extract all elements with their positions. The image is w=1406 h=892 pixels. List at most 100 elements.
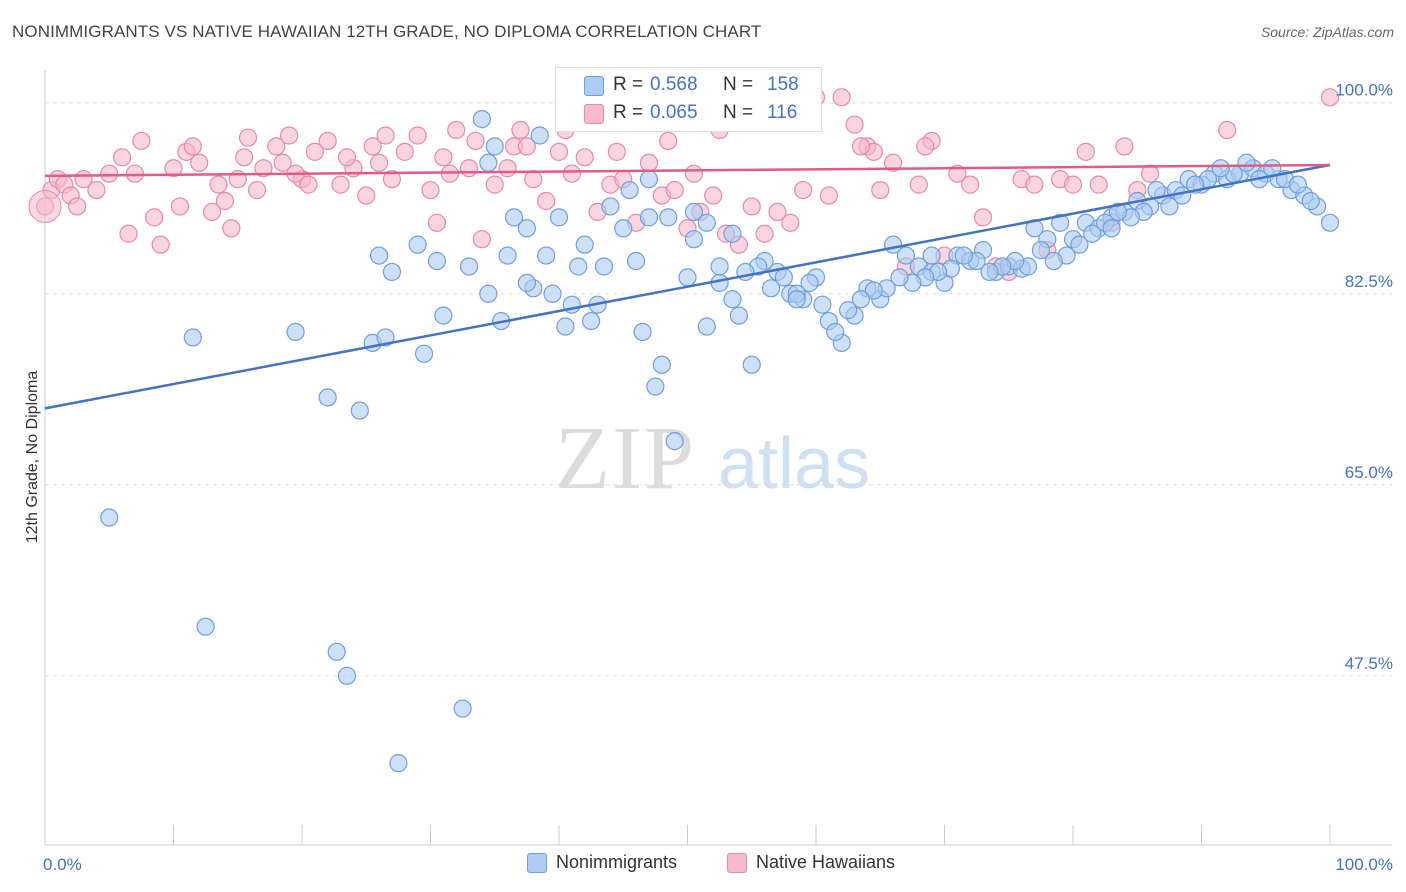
native-hawaiians-point (704, 186, 723, 205)
native-hawaiians-point (781, 213, 800, 232)
nonimmigrants-point (646, 377, 665, 396)
native-hawaiians-point (768, 202, 787, 222)
nonimmigrants-point (723, 290, 742, 309)
native-hawaiians-point (961, 175, 980, 194)
nonimmigrants-point (896, 246, 916, 265)
nonimmigrants-point (543, 284, 562, 303)
nonimmigrants-point (1051, 213, 1070, 232)
correlation-legend: R = 0.568 N = 158 R = 0.065 N = 116 (555, 67, 822, 132)
y-tick-labels: 47.5% 65.0% 82.5% 100.0% (1335, 81, 1393, 673)
y-tick-label: 65.0% (1345, 463, 1393, 482)
native-hawaiians-trend-line (44, 163, 1331, 178)
native-hawaiians-point (1076, 142, 1095, 161)
native-hawaiians-point (100, 164, 119, 183)
nonimmigrants-point (954, 246, 973, 265)
nonimmigrants-point (639, 208, 659, 227)
native-hawaiians-point (318, 131, 337, 151)
native-hawaiians-point (607, 142, 626, 161)
nonimmigrants-point (1070, 235, 1089, 254)
nonimmigrants-point (196, 617, 215, 636)
nonimmigrants-point (530, 126, 549, 145)
legend-swatch-native-hawaiians (584, 104, 604, 124)
nonimmigrants-point (723, 224, 742, 243)
native-hawaiians-point (871, 180, 890, 200)
nonimmigrants-point (434, 306, 453, 325)
nonimmigrants-point (652, 355, 671, 374)
nonimmigrants-point (697, 317, 716, 336)
nonimmigrants-point (414, 344, 434, 363)
native-hawaiians-point (575, 148, 594, 167)
native-hawaiians-point (472, 230, 491, 249)
native-hawaiians-point (1063, 175, 1083, 194)
nonimmigrants-point (472, 110, 491, 129)
nonimmigrants-point (318, 388, 337, 407)
native-hawaiians-point (164, 159, 183, 178)
native-hawaiians-point (215, 191, 234, 211)
native-hawaiians-point (254, 159, 273, 178)
native-hawaiians-point (851, 137, 871, 156)
nonimmigrants-point (678, 268, 697, 287)
nonimmigrants-point (1108, 202, 1128, 222)
x-tick-label-max: 100.0% (1335, 855, 1393, 874)
native-hawaiians-point (132, 131, 151, 151)
nonimmigrants-point (839, 301, 858, 320)
native-hawaiians-point (267, 137, 286, 156)
native-hawaiians-point (485, 175, 504, 194)
watermark-atlas: atlas (718, 424, 870, 504)
native-hawaiians-point (916, 137, 935, 156)
axes (44, 70, 1392, 846)
nonimmigrants-point (389, 754, 408, 773)
nonimmigrants-point (729, 306, 749, 325)
nonimmigrants-point (517, 219, 536, 238)
nonimmigrants-point (556, 317, 575, 336)
native-hawaiians-point (1218, 120, 1237, 140)
native-hawaiians-point (273, 153, 292, 172)
native-hawaiians-point (819, 186, 838, 205)
nonimmigrants-point (614, 219, 633, 238)
x-tick-label-min: 0.0% (43, 855, 82, 874)
nonimmigrants-point (1102, 219, 1121, 238)
nonimmigrants-point (1160, 197, 1179, 216)
nonimmigrants-point (659, 208, 678, 227)
bottom-legend-swatch-native-hawaiians (727, 853, 747, 873)
native-hawaiians-point (421, 180, 440, 200)
legend-r-label: R = (613, 74, 644, 95)
nonimmigrants-point (684, 230, 704, 249)
nonimmigrants-point (665, 432, 684, 451)
y-axis-label: 12th Grade, No Diploma (24, 371, 41, 544)
native-hawaiians-point (973, 208, 993, 227)
nonimmigrants-point (427, 251, 447, 271)
nonimmigrants-point (479, 153, 498, 172)
grid-lines (45, 102, 1392, 677)
native-hawaiians-point (376, 126, 395, 145)
nonimmigrants-point (575, 235, 594, 254)
native-hawaiians-point (845, 115, 864, 134)
nonimmigrants-point (697, 213, 716, 232)
y-tick-label: 100.0% (1335, 81, 1393, 100)
y-tick-label: 47.5% (1345, 654, 1393, 673)
native-hawaiians-point (794, 180, 813, 200)
nonimmigrants-point (601, 197, 620, 216)
native-hawaiians-point (511, 120, 530, 140)
legend-row-native-hawaiians: R = 0.065 N = 116 (556, 101, 821, 127)
native-hawaiians-point (190, 153, 209, 172)
nonimmigrants-point (350, 401, 369, 420)
nonimmigrants-point (286, 322, 305, 342)
native-hawaiians-point (363, 137, 382, 156)
legend-n-value: 158 (767, 74, 799, 95)
native-hawaiians-point (948, 164, 967, 183)
bottom-legend-label-native-hawaiians: Native Hawaiians (756, 852, 896, 872)
native-hawaiians-point (659, 131, 678, 151)
nonimmigrants-point (1288, 175, 1307, 194)
native-hawaiians-point (119, 224, 138, 243)
native-hawaiians-point (382, 170, 402, 189)
native-hawaiians-point (883, 153, 903, 172)
watermark-zip: ZIP (555, 409, 696, 508)
nonimmigrants-point (459, 257, 479, 276)
native-hawaiians-point (498, 159, 517, 178)
native-hawaiians-point (755, 224, 774, 243)
series-native-hawaiians-points (28, 88, 1340, 282)
series-nonimmigrants-points (100, 99, 1340, 773)
nonimmigrants-point (800, 273, 819, 292)
